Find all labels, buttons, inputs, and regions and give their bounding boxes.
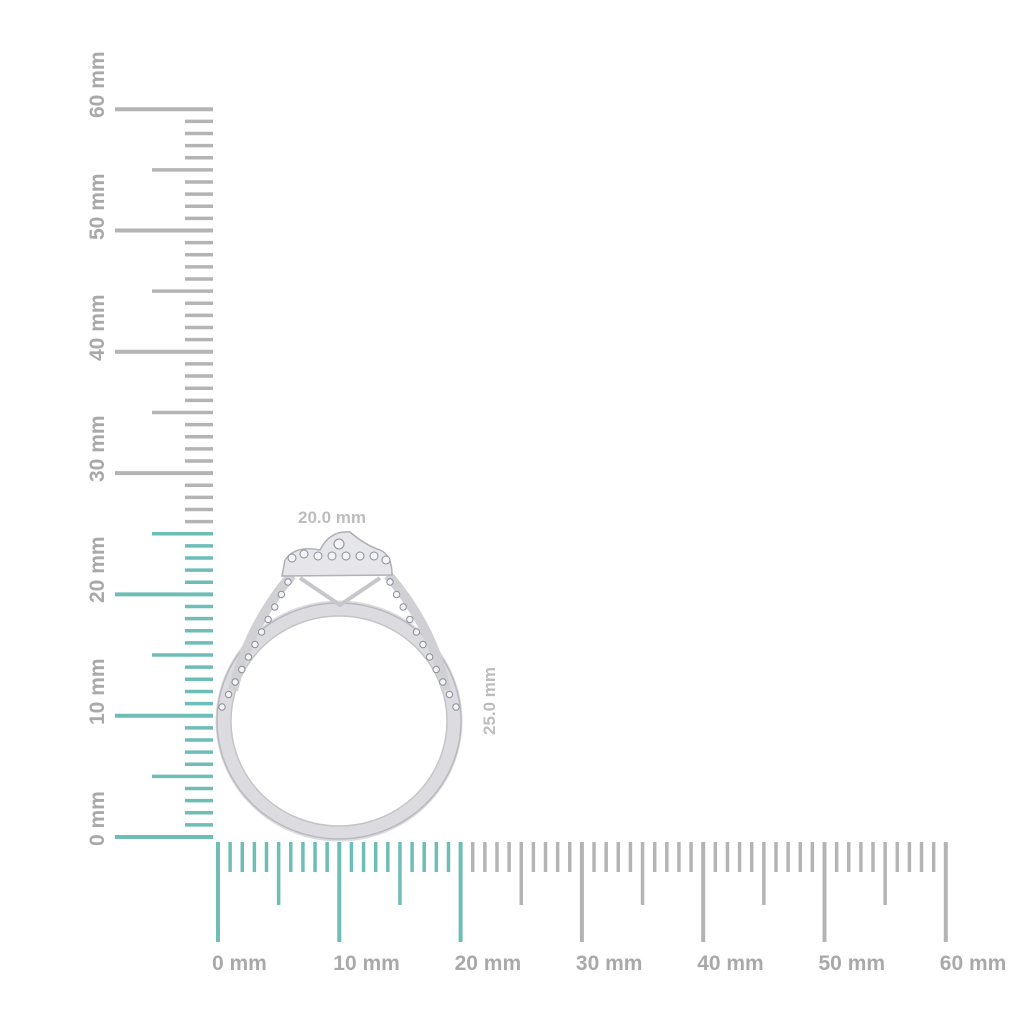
vertical-ruler-label: 0 mm: [86, 791, 109, 846]
diamond-stone: [425, 653, 434, 661]
diamond-stone: [333, 538, 345, 550]
diamond-stone: [299, 549, 309, 559]
diamond-stone: [284, 578, 292, 586]
vertical-ruler-label: 50 mm: [86, 172, 109, 240]
diamond-stone: [419, 640, 427, 649]
diamond-stone: [369, 551, 379, 561]
diamond-stone: [238, 665, 246, 674]
diamond-stone: [264, 615, 272, 624]
diamond-stone: [218, 703, 226, 711]
horizontal-ruler-label: 40 mm: [697, 952, 764, 975]
diamond-stone: [271, 603, 279, 611]
diamond-stone: [231, 678, 239, 686]
diamond-stone: [224, 690, 233, 699]
diamond-stone: [386, 578, 394, 586]
diamond-stone: [392, 590, 401, 599]
vertical-ruler-label: 10 mm: [86, 658, 109, 725]
diamond-stone: [313, 551, 323, 561]
horizontal-ruler-label: 0 mm: [212, 952, 267, 975]
diamond-stone: [257, 628, 266, 636]
vertical-ruler-label: 60 mm: [86, 51, 109, 119]
vertical-ruler-label: 30 mm: [86, 415, 109, 483]
horizontal-ruler-label: 20 mm: [454, 952, 522, 975]
width-dimension-label: 20.0 mm: [298, 508, 367, 527]
horizontal-ruler-label: 30 mm: [575, 952, 643, 975]
horizontal-ruler-label: 50 mm: [818, 952, 886, 975]
diamond-stone: [381, 555, 391, 565]
diamond-stone: [399, 603, 407, 611]
horizontal-ruler-label: 60 mm: [939, 952, 1007, 975]
diamond-stone: [277, 590, 286, 599]
diamond-stone: [439, 678, 447, 686]
diamond-stone: [287, 553, 297, 563]
vertical-ruler-label: 40 mm: [86, 294, 109, 361]
diamond-stone: [452, 703, 460, 711]
diamond-stone: [341, 551, 351, 561]
vertical-ruler-label: 20 mm: [86, 536, 109, 604]
diamond-stone: [412, 628, 421, 636]
diamond-stone: [432, 665, 440, 674]
diamond-stone: [244, 653, 253, 661]
horizontal-ruler-label: 10 mm: [333, 952, 400, 975]
diamond-stone: [355, 551, 365, 561]
diamond-stone: [327, 551, 337, 561]
diamond-stone: [445, 690, 454, 699]
diamond-stone: [406, 615, 414, 624]
diamond-stone: [251, 640, 259, 649]
height-dimension-label: 25.0 mm: [480, 666, 499, 735]
